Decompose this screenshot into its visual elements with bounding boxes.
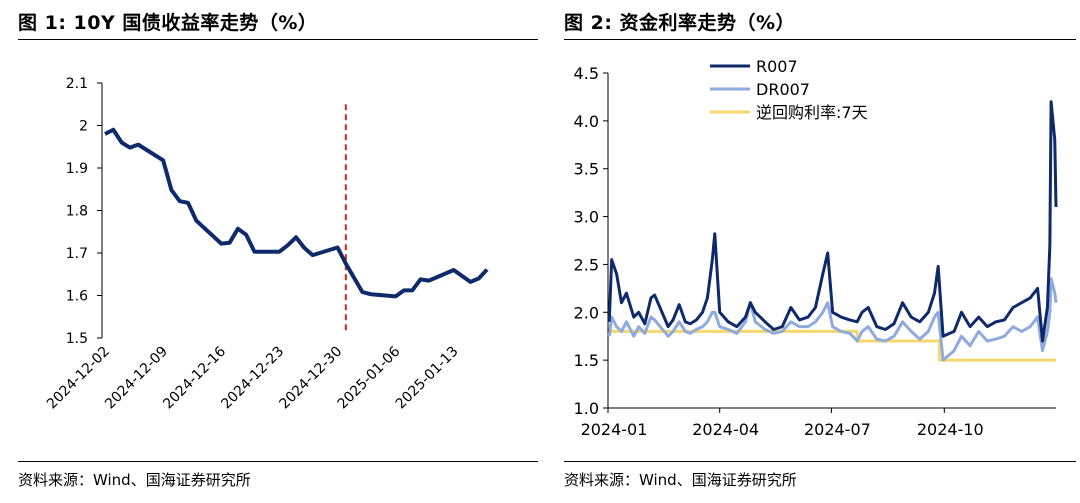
y-tick-label: 2.5: [574, 255, 599, 274]
figure-1-panel: 图 1: 10Y 国债收益率走势（%） 1.5 1.6 1.7 1.8 1.9 2 2.1 2…: [18, 12, 538, 489]
y-tick-label: 1.5: [574, 351, 599, 370]
y-tick-label: 4.0: [574, 112, 599, 131]
series-line-r007: [607, 100, 1058, 343]
y-tick-label: 1.7: [66, 246, 88, 262]
figure-2-panel: 图 2: 资金利率走势（%） 1.0 1.5 2.0 2.5 3.0 3.5 4.0 4.5 2…: [560, 0, 1080, 503]
figure-2-bottom-rule: [564, 461, 1076, 462]
x-tick-label: 2024-07: [804, 420, 871, 439]
y-tick-label: 3.5: [574, 160, 599, 179]
figure-1-title: 图 1: 10Y 国债收益率走势（%）: [18, 12, 318, 34]
x-tick-label: 2024-01: [581, 420, 648, 439]
legend-label: 逆回购利率:7天: [756, 103, 868, 122]
series-line-10y: [104, 127, 489, 299]
figure-1-source: 资料来源：Wind、国海证券研究所: [18, 471, 251, 489]
y-tick-label: 1.9: [66, 161, 88, 177]
y-tick-label: 1.6: [66, 289, 88, 305]
figure-2-top-rule: [564, 39, 1076, 40]
bond-yield-chart: 1.51.61.71.81.922.12024-12-022024-12-092…: [44, 76, 489, 413]
y-tick-label: 2.1: [66, 76, 88, 92]
y-tick-label: 1.5: [66, 331, 88, 347]
figure-2-source: 资料来源：Wind、国海证券研究所: [564, 471, 797, 489]
figure-1-bottom-rule: [18, 461, 538, 462]
funding-rate-chart: 1.0 1.5 2.0 2.5 3.0 3.5 4.0 4.5 2024-01 2024-04 20…: [574, 57, 1058, 439]
figure-1-top-rule: [18, 39, 538, 40]
figure-2-title: 图 2: 资金利率走势（%）: [564, 12, 796, 34]
y-tick-label: 4.5: [574, 64, 599, 83]
x-tick-label: 2025-01-13: [393, 344, 462, 413]
y-tick-label: 2: [79, 119, 88, 135]
x-tick-label: 2024-10: [917, 420, 984, 439]
series-line-dr007: [607, 277, 1058, 362]
legend-label: DR007: [756, 80, 810, 99]
x-tick-label: 2024-04: [692, 420, 759, 439]
y-tick-label: 2.0: [574, 303, 599, 322]
legend-label: R007: [756, 57, 798, 76]
y-tick-label: 1.8: [66, 204, 88, 220]
y-tick-label: 1.0: [574, 399, 599, 418]
y-tick-label: 3.0: [574, 208, 599, 227]
series-line-reverse-repo-7d: [609, 329, 1056, 362]
